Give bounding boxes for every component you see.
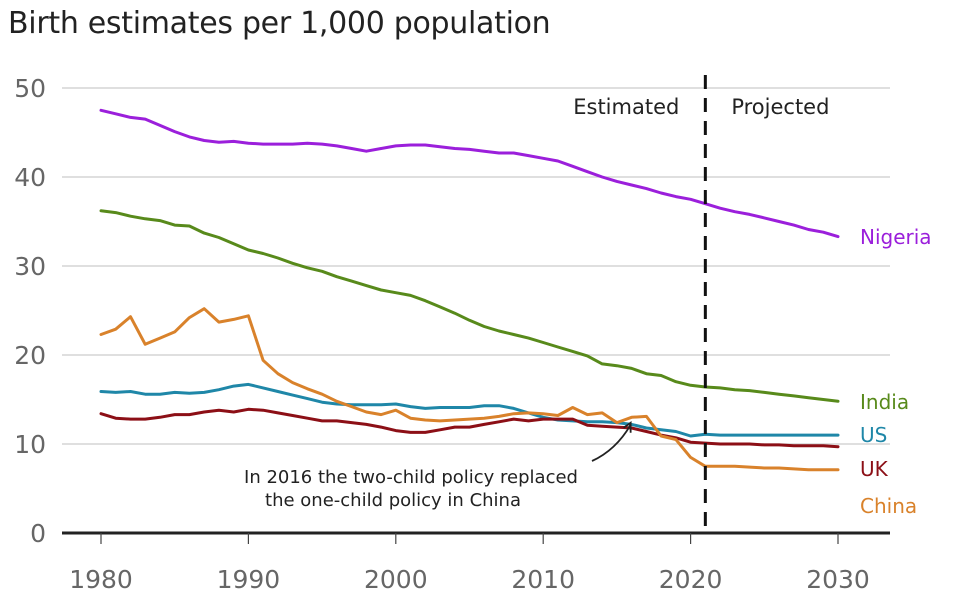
annotation-line-1: In 2016 the two-child policy replaced [244,467,578,488]
series-label-china: China [860,494,917,518]
series-lines [99,108,840,472]
x-tick-label-2020: 2020 [659,565,723,594]
y-tick-label-10: 10 [14,430,46,459]
x-tick-label-1980: 1980 [69,565,133,594]
series-line-nigeria [99,108,840,239]
series-label-us: US [860,423,887,447]
annotation-arrowhead [623,421,632,433]
series-line-us [99,382,840,438]
series-line-china [99,307,840,472]
y-tick-label-0: 0 [30,519,46,548]
estimated-projected-divider: Estimated Projected [573,75,829,533]
x-tick-label-2030: 2030 [806,565,870,594]
y-tick-label-30: 30 [14,252,46,281]
series-labels: Nigeria India US UK China [860,225,932,518]
annotation-arrow [591,424,632,462]
series-label-india: India [860,390,909,414]
annotation-line-2: the one-child policy in China [265,490,521,511]
series-label-nigeria: Nigeria [860,225,932,249]
x-tick-label-2000: 2000 [364,565,428,594]
estimated-label: Estimated [573,95,679,119]
gridlines [62,87,890,445]
annotation: In 2016 the two-child policy replacedthe… [244,421,632,511]
series-label-uk: UK [860,457,889,481]
series-line-india [99,209,840,403]
x-tick-label-1990: 1990 [217,565,281,594]
y-tick-label-50: 50 [14,74,46,103]
x-tick-label-2010: 2010 [511,565,575,594]
y-axis-ticks: 0 10 20 30 40 50 [14,74,46,548]
y-tick-label-20: 20 [14,341,46,370]
y-tick-label-40: 40 [14,163,46,192]
series-line-uk [99,407,840,449]
chart-title: Birth estimates per 1,000 population [8,6,551,41]
projected-label: Projected [731,95,829,119]
x-axis: 1980 1990 2000 2010 2020 2030 [62,531,890,594]
